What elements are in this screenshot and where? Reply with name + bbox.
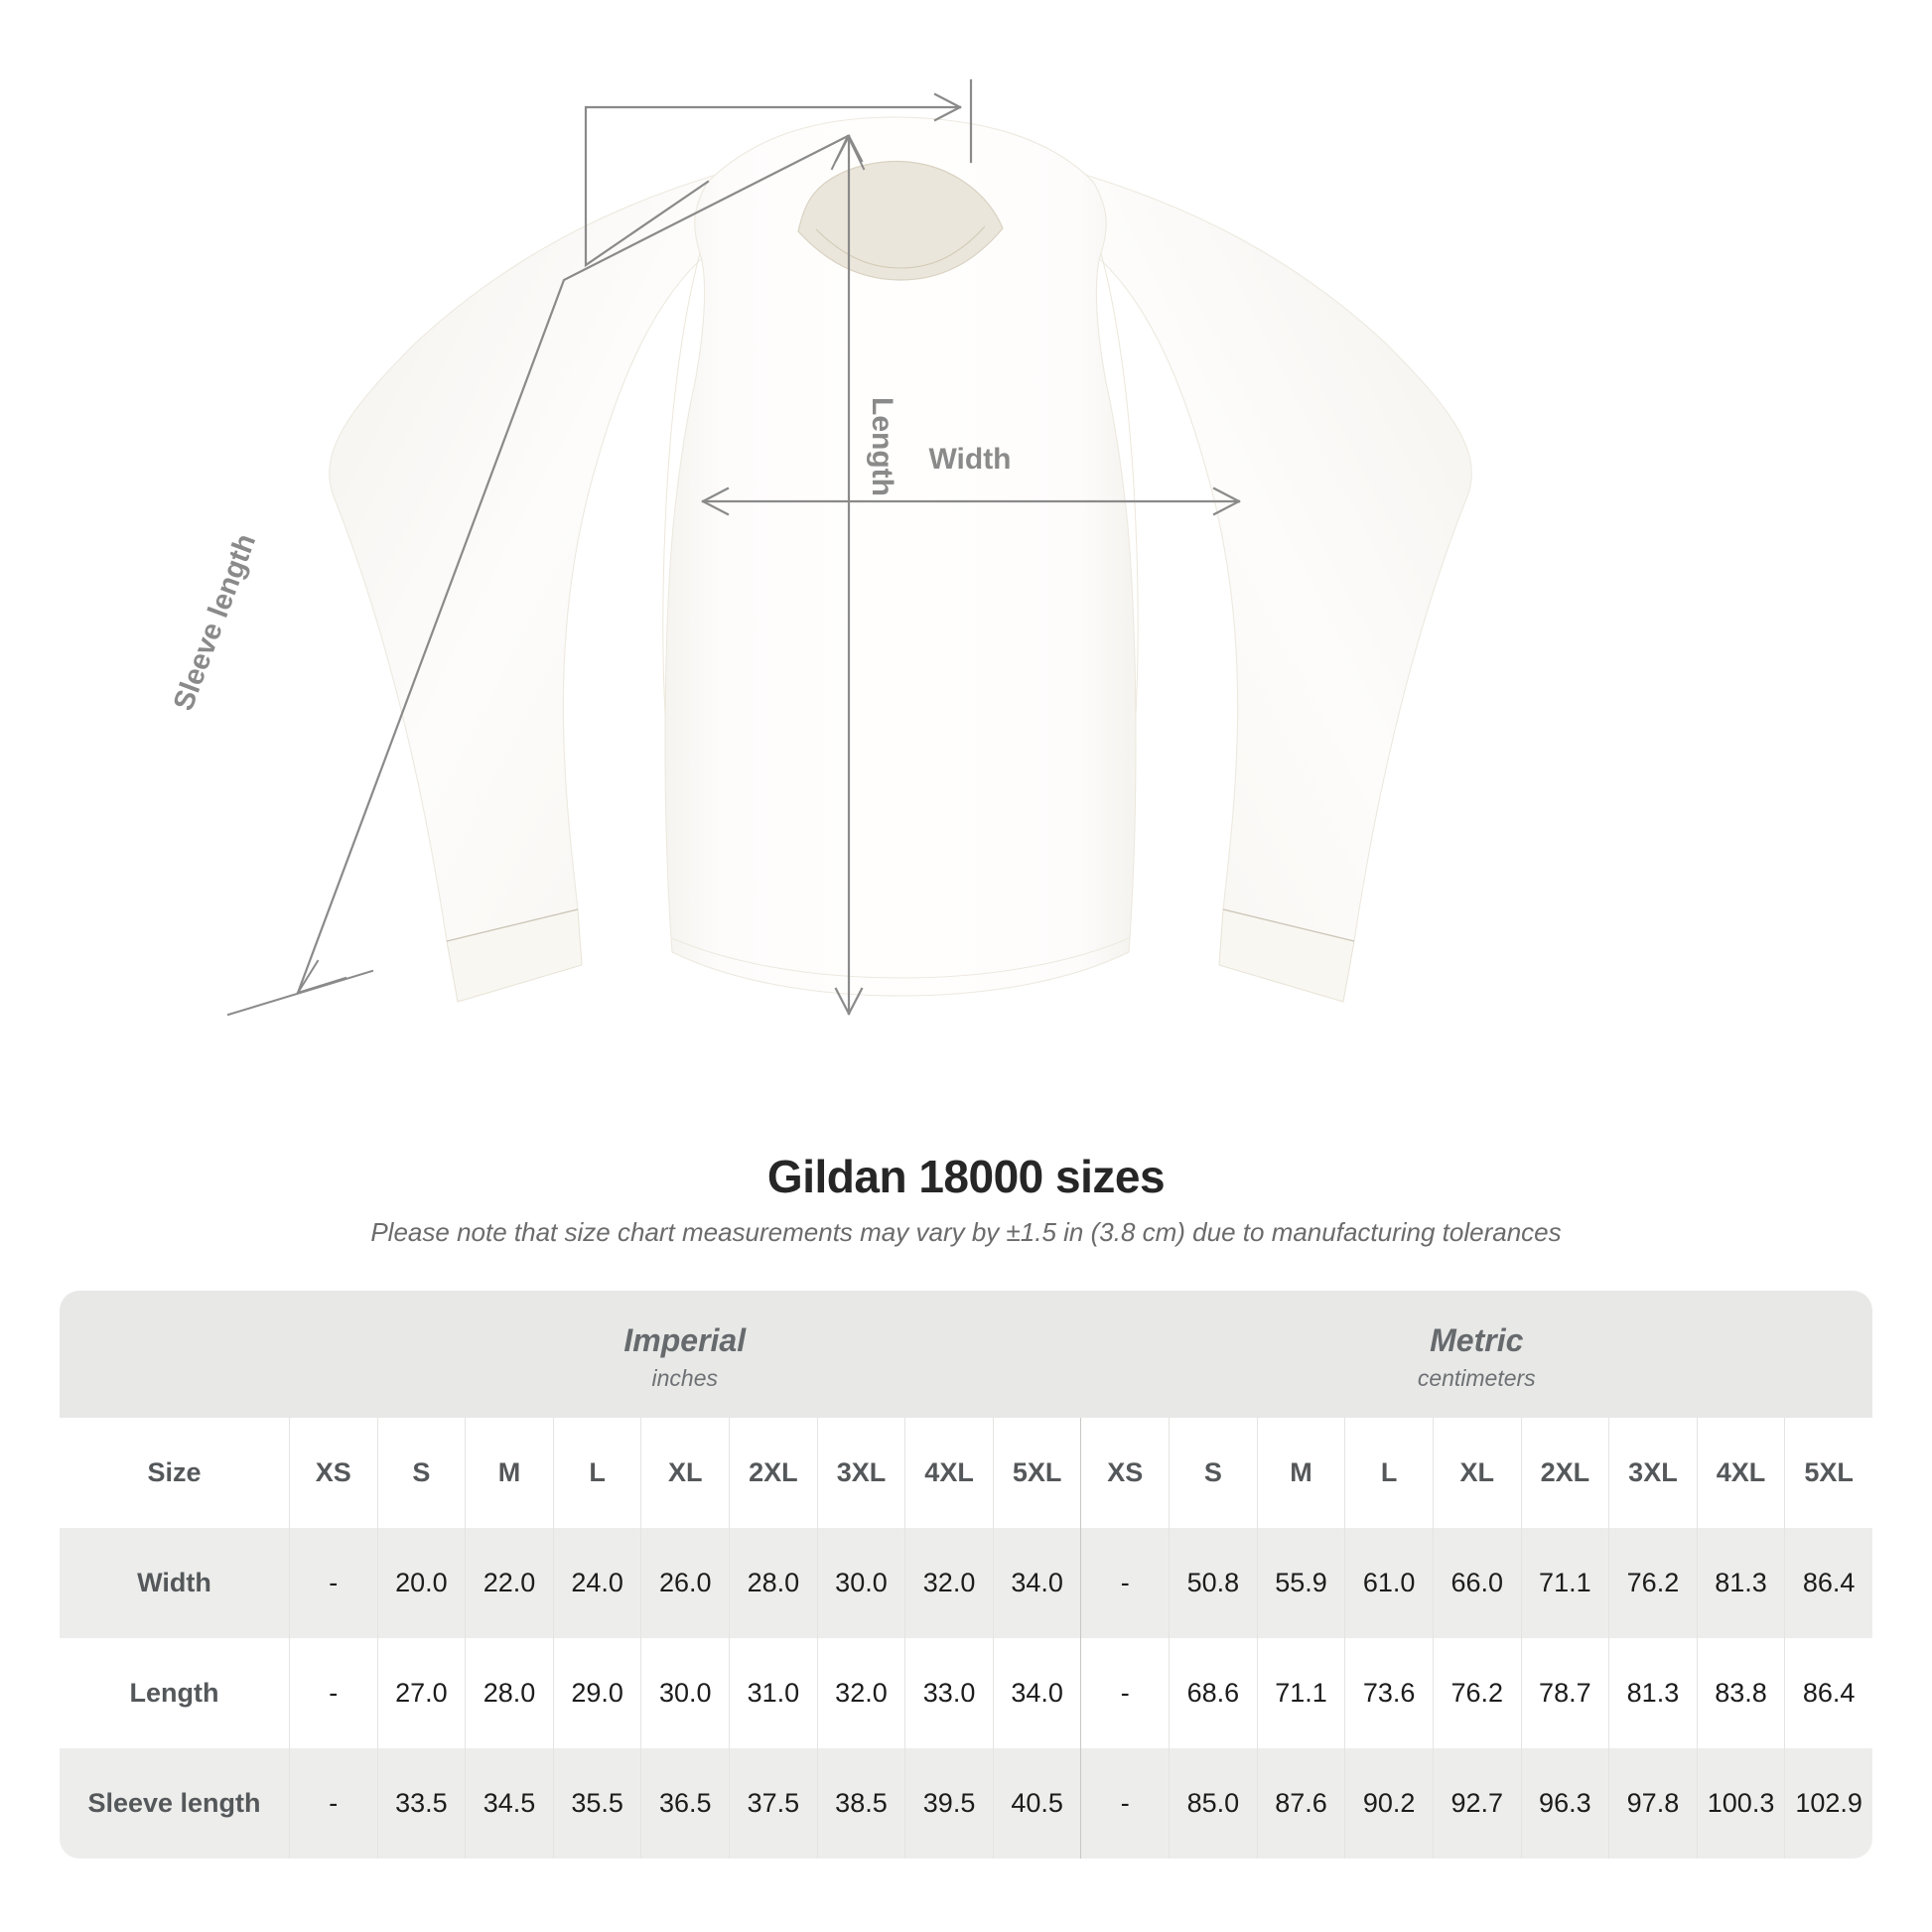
- svg-text:Length: Length: [866, 397, 898, 496]
- svg-text:Width: Width: [928, 443, 1011, 476]
- svg-text:Sleeve length: Sleeve length: [168, 530, 262, 715]
